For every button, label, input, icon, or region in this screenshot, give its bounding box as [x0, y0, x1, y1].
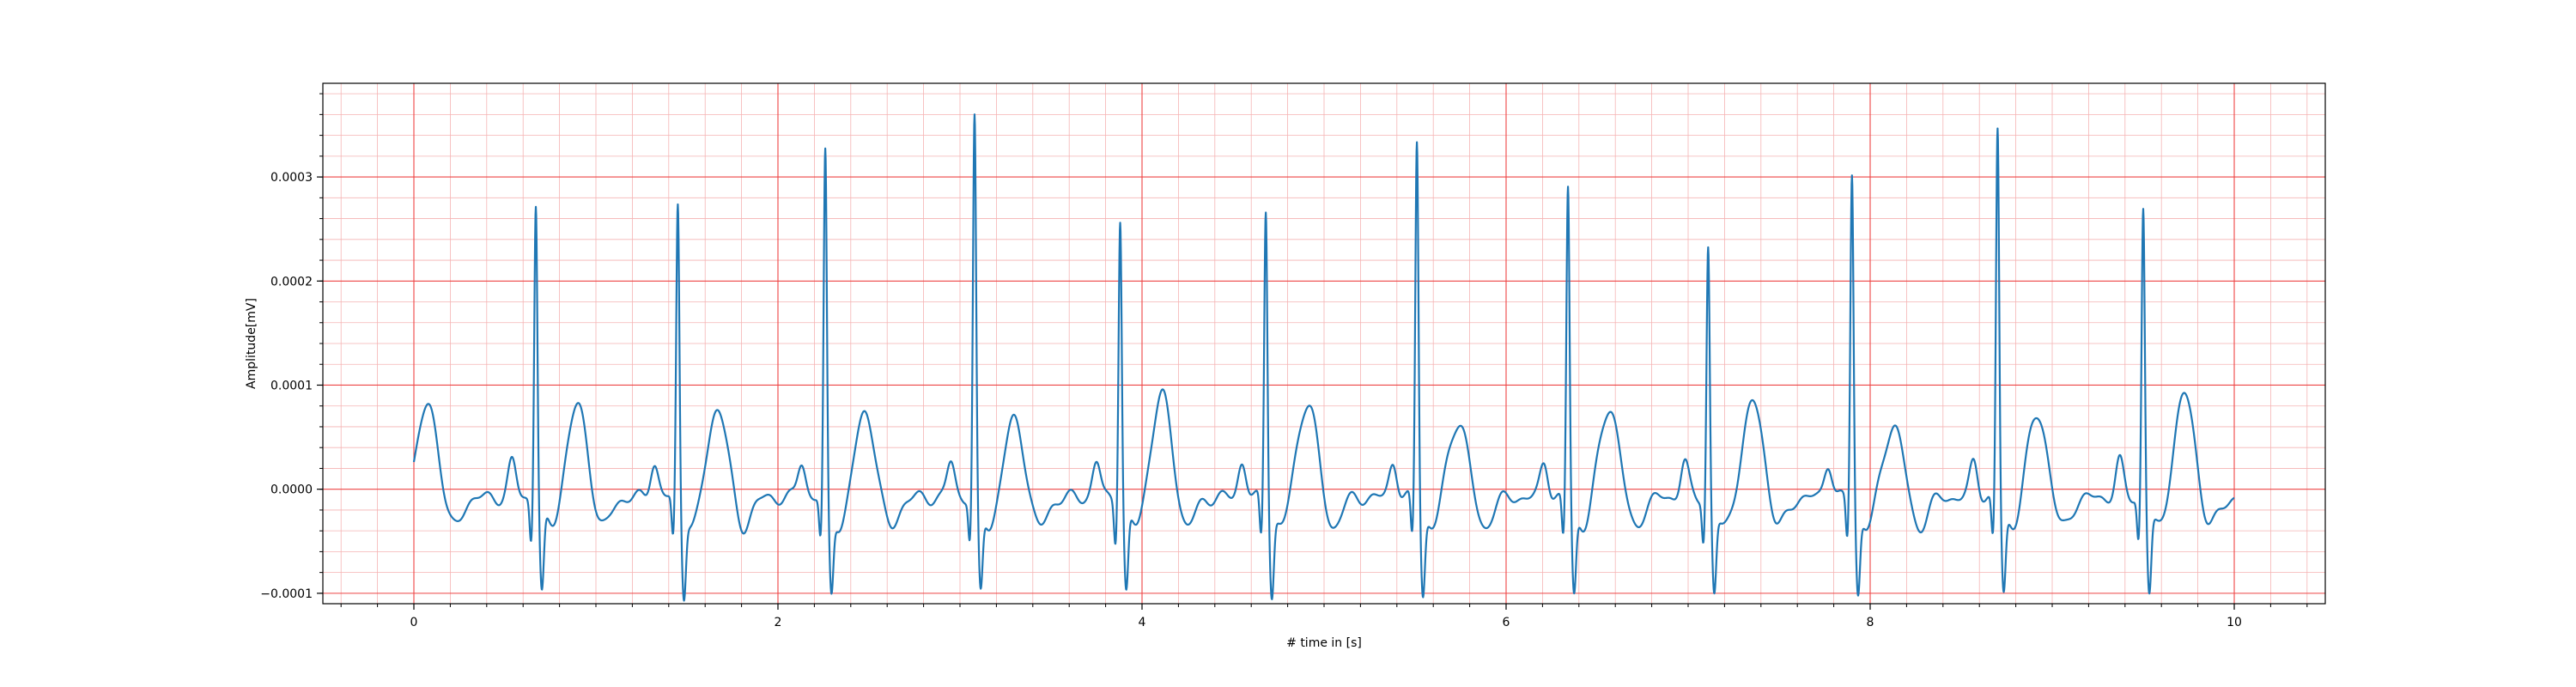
y-tick-label: 0.0003 — [270, 171, 313, 185]
y-axis: −0.0001 0.0000 0.0001 0.0002 0.0003 — [260, 93, 323, 601]
ecg-series-line — [412, 113, 2235, 602]
x-tick-label: 4 — [1139, 616, 1146, 629]
major-grid — [323, 83, 2325, 604]
x-tick-label: 0 — [410, 616, 418, 629]
y-tick-label: 0.0001 — [270, 379, 313, 392]
y-tick-label: −0.0001 — [260, 587, 313, 601]
y-axis-label: Amplitude[mV] — [245, 298, 258, 389]
x-axis-label: # time in [s] — [1286, 636, 1362, 650]
x-axis: 0 2 4 6 8 10 — [340, 604, 2308, 629]
y-tick-label: 0.0002 — [270, 275, 313, 289]
x-tick-label: 2 — [775, 616, 782, 629]
minor-grid — [323, 83, 2325, 604]
x-tick-label: 8 — [1867, 616, 1874, 629]
y-tick-label: 0.0000 — [270, 483, 313, 497]
x-tick-label: 10 — [2227, 616, 2242, 629]
x-tick-label: 6 — [1503, 616, 1510, 629]
